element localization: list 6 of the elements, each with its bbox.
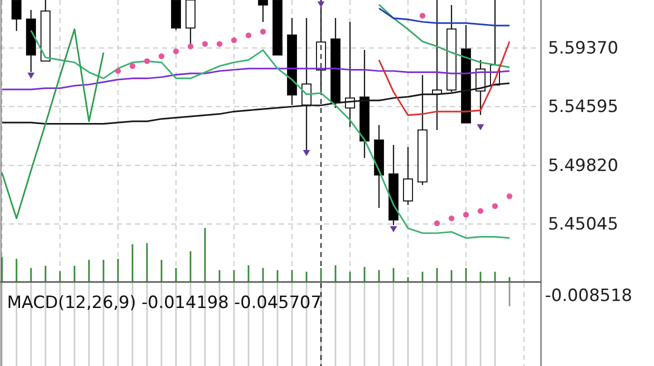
y-tick-label: 5.45045	[548, 214, 618, 234]
y-tick-label: 5.59370	[548, 38, 618, 58]
text: MACD(12,26,9) -0.014198 -0.045707	[7, 293, 322, 313]
y-tick-label: 5.54595	[548, 97, 618, 118]
text: -0.008518	[545, 286, 632, 306]
y-tick-label: 5.49820	[548, 156, 618, 176]
